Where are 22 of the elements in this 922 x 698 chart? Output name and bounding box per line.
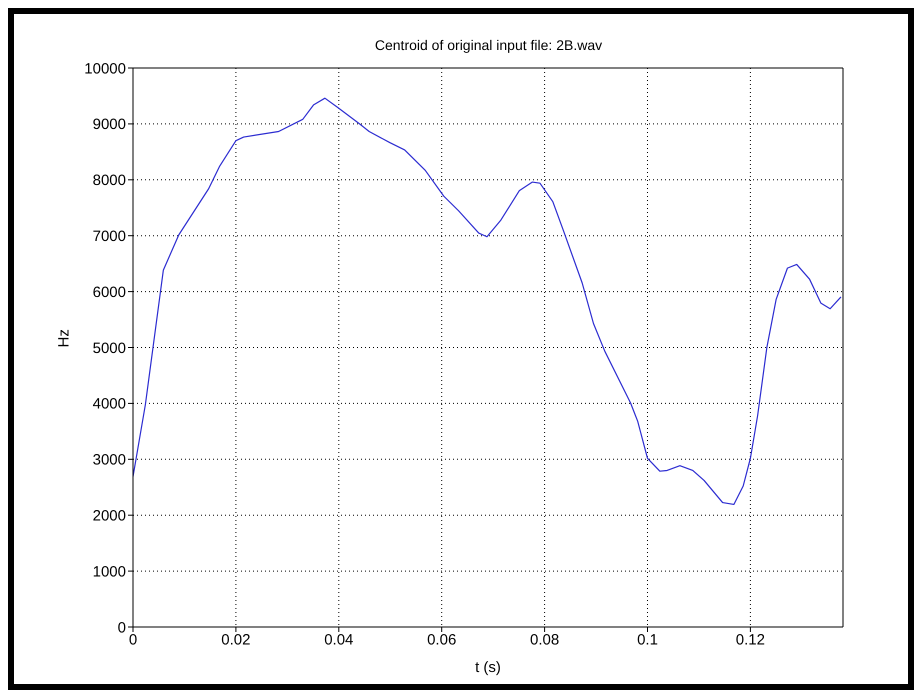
chart-title: Centroid of original input file: 2B.wav	[374, 37, 602, 53]
x-tick-label: 0	[128, 632, 138, 649]
y-tick-label: 6000	[92, 284, 126, 301]
x-tick-label: 0.02	[221, 632, 250, 649]
y-axis-title: Hz	[55, 329, 72, 348]
y-tick-label: 3000	[92, 452, 126, 469]
x-tick-label: 0.04	[324, 632, 354, 649]
line-series	[133, 98, 842, 506]
y-tick-label: 5000	[92, 340, 126, 357]
y-tick-label: 0	[118, 619, 126, 636]
x-tick-label: 0.06	[427, 632, 456, 649]
y-tick-label: 1000	[92, 563, 126, 580]
x-tick-label: 0.08	[530, 632, 560, 649]
y-tick-label: 8000	[92, 172, 126, 190]
y-tick-label: 4000	[92, 396, 126, 413]
y-tick-label: 10000	[84, 60, 126, 78]
y-tick-label: 7000	[92, 228, 126, 246]
y-tick-label: 2000	[92, 508, 126, 525]
x-axis-title: t (s)	[475, 659, 501, 676]
y-tick-label: 9000	[92, 116, 126, 134]
x-tick-label: 0.1	[637, 632, 658, 649]
x-tick-label: 0.12	[736, 632, 765, 649]
